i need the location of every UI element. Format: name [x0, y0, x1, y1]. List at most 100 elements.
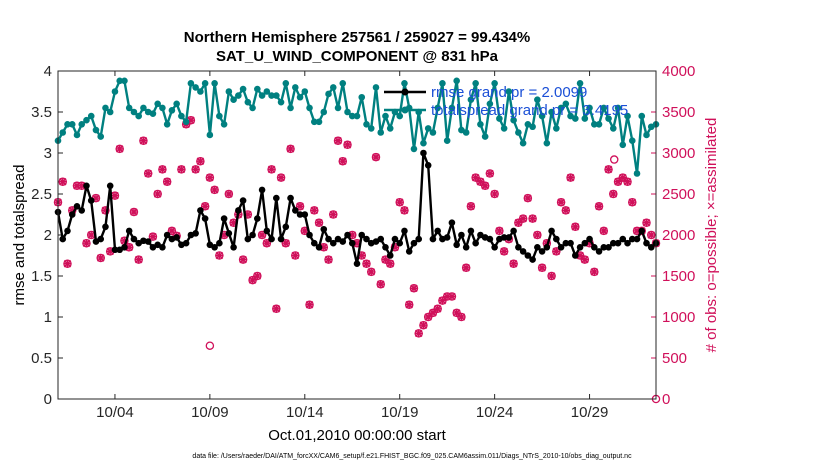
y-right-tick-label: 1000: [662, 309, 695, 326]
totalspread-point: [102, 104, 109, 112]
totalspread-point: [386, 125, 394, 132]
totalspread-point: [462, 129, 470, 136]
obs-assimilated-point: [528, 214, 537, 223]
totalspread-point: [64, 121, 71, 128]
rmse-point: [633, 235, 641, 243]
obs-assimilated-point: [414, 329, 423, 338]
rmse-point: [73, 203, 81, 210]
obs-assimilated-point: [158, 165, 167, 174]
obs-assimilated-point: [286, 144, 295, 153]
obs-assimilated-point: [239, 255, 248, 264]
totalspread-point: [97, 133, 105, 140]
totalspread-point: [254, 85, 261, 93]
rmse-point: [339, 238, 347, 245]
rmse-point: [277, 235, 285, 243]
totalspread-point: [557, 104, 565, 112]
obs-assimilated-point: [647, 231, 656, 239]
totalspread-point: [439, 80, 446, 87]
totalspread-point: [367, 125, 375, 132]
totalspread-point: [116, 77, 123, 85]
obs-assimilated-point: [186, 116, 195, 125]
rmse-point: [443, 234, 451, 241]
legend-totalspread-marker: [401, 106, 409, 114]
rmse-point: [567, 239, 574, 247]
rmse-point: [557, 244, 565, 251]
rmse-point: [239, 197, 247, 204]
totalspread-point: [277, 98, 285, 106]
totalspread-point: [249, 104, 256, 112]
obs-assimilated-point: [87, 231, 96, 239]
rmse-point: [235, 207, 242, 214]
rmse-point: [576, 244, 584, 251]
totalspread-point: [348, 112, 356, 120]
rmse-point: [216, 239, 223, 247]
totalspread-point: [363, 121, 370, 128]
totalspread-point: [306, 104, 313, 112]
totalspread-point: [628, 137, 636, 144]
rmse-point: [363, 235, 370, 243]
totalspread-point: [410, 145, 418, 153]
totalspread-point: [149, 110, 157, 117]
totalspread-point: [163, 121, 171, 128]
rmse-point: [296, 211, 304, 218]
obs-assimilated-point: [82, 239, 91, 248]
obs-assimilated-point: [561, 206, 570, 215]
rmse-point: [310, 239, 318, 247]
totalspread-point: [472, 80, 479, 87]
obs-assimilated-point: [642, 218, 651, 227]
rmse-point: [68, 211, 76, 218]
rmse-point: [287, 194, 294, 202]
rmse-point: [125, 227, 133, 235]
totalspread-point: [140, 104, 147, 112]
obs-assimilated-point: [196, 157, 205, 166]
rmse-point: [249, 231, 256, 239]
rmse-point: [144, 238, 152, 245]
totalspread-point: [538, 112, 546, 120]
rmse-point: [211, 244, 218, 251]
rmse-point: [510, 227, 517, 235]
rmse-point: [605, 244, 612, 251]
obs-assimilated-point: [310, 206, 319, 215]
totalspread-point: [477, 121, 484, 128]
rmse-point: [353, 260, 361, 268]
rmse-point: [83, 182, 90, 190]
obs-assimilated-point: [386, 259, 395, 268]
obs-assimilated-point: [139, 136, 148, 145]
obs-assimilated-point: [628, 198, 637, 207]
totalspread-point: [310, 118, 318, 126]
obs-assimilated-point: [153, 190, 162, 198]
totalspread-point: [591, 121, 598, 128]
totalspread-point: [429, 129, 437, 136]
rmse-point: [462, 244, 470, 251]
totalspread-point: [92, 126, 100, 134]
totalspread-point: [382, 112, 389, 120]
x-tick-label: 10/04: [96, 404, 134, 421]
y-right-tick-label: 3000: [662, 145, 695, 162]
rmse-point: [434, 227, 441, 235]
totalspread-point: [244, 98, 252, 106]
rmse-point: [401, 227, 408, 235]
totalspread-point: [339, 80, 347, 87]
obs-assimilated-point: [334, 136, 343, 145]
obs-assimilated-point: [599, 226, 608, 235]
chart-title: Northern Hemisphere 257561 / 259027 = 99…: [184, 29, 530, 46]
rmse-point: [543, 244, 551, 251]
rmse-point: [534, 244, 541, 251]
y-left-tick-label: 3.5: [31, 104, 52, 121]
rmse-point: [472, 239, 479, 247]
obs-assimilated-point: [395, 198, 404, 207]
y-right-tick-label: 2000: [662, 227, 695, 244]
rmse-point: [519, 248, 527, 255]
rmse-point: [609, 239, 617, 247]
rmse-point: [320, 225, 328, 233]
rmse-point: [329, 239, 337, 247]
obs-assimilated-point: [305, 300, 314, 309]
rmse-point: [258, 186, 266, 194]
totalspread-point: [562, 100, 570, 108]
rmse-point: [220, 215, 228, 222]
totalspread-point: [68, 121, 76, 128]
rmse-point: [553, 235, 560, 243]
rmse-point: [102, 223, 109, 231]
obs-assimilated-point: [63, 259, 72, 268]
chart-subtitle: SAT_U_WIND_COMPONENT @ 831 hPa: [216, 48, 499, 65]
